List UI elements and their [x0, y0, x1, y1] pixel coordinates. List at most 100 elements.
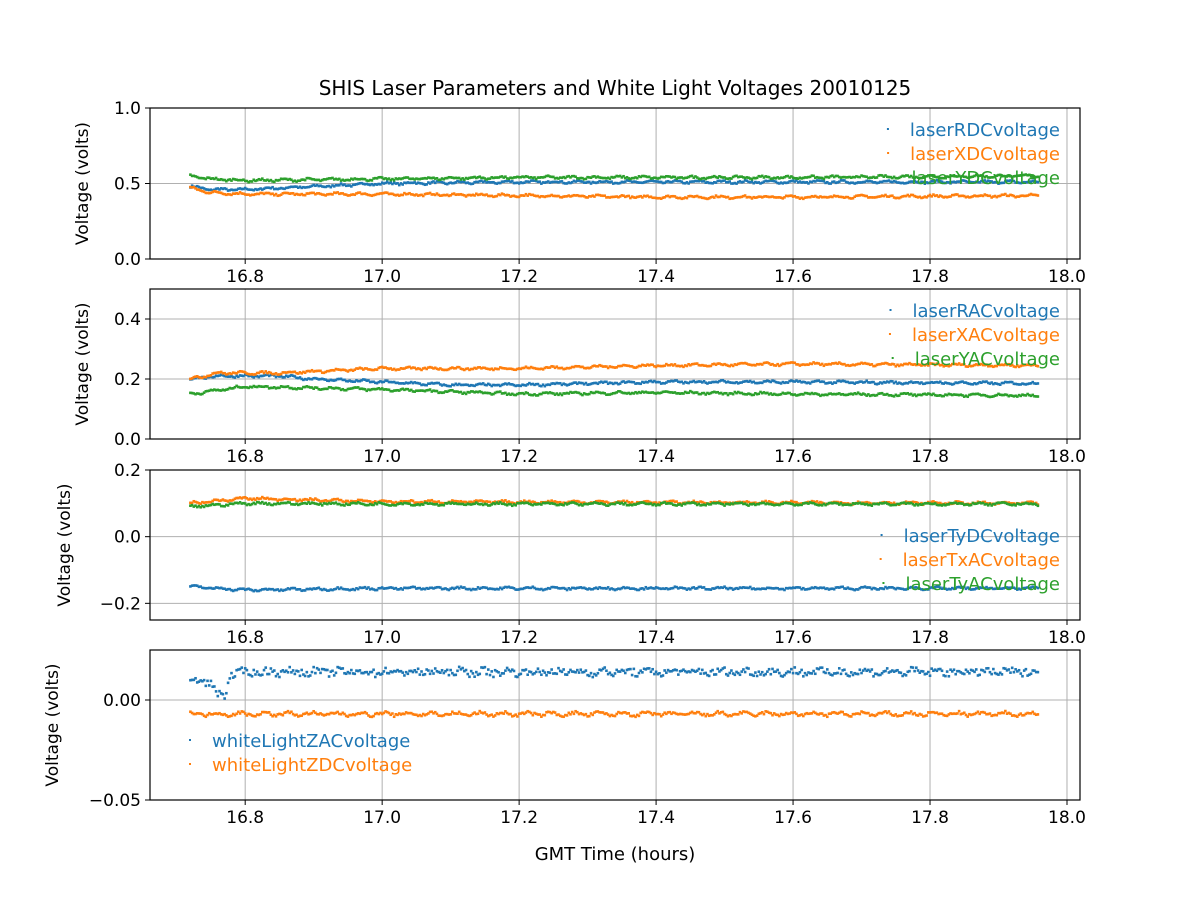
data-point	[959, 175, 963, 178]
data-point	[475, 670, 478, 674]
data-point	[524, 668, 528, 671]
data-point	[528, 499, 531, 503]
data-point	[793, 500, 797, 504]
data-point	[435, 180, 439, 183]
data-point	[642, 174, 646, 178]
data-point	[759, 362, 762, 366]
data-point	[493, 383, 497, 387]
data-point	[848, 175, 851, 179]
data-point	[452, 176, 456, 180]
data-point	[302, 193, 305, 197]
data-point	[687, 391, 690, 395]
data-point	[391, 177, 394, 181]
subplot-4: 16.8 17.0 17.2 17.4 17.6 17.8 18.0−0.050.00Vol…	[43, 649, 1086, 828]
data-point	[375, 588, 379, 592]
data-point	[849, 503, 853, 507]
data-point	[639, 181, 642, 184]
data-point	[901, 181, 904, 185]
data-point	[579, 668, 583, 672]
data-point	[327, 589, 331, 592]
data-point	[408, 586, 411, 590]
data-point	[493, 176, 497, 179]
data-point	[1014, 504, 1017, 507]
data-point	[298, 674, 302, 678]
data-point	[219, 586, 223, 590]
data-point	[500, 383, 504, 387]
data-point	[344, 672, 348, 676]
data-point	[1026, 194, 1029, 197]
data-point	[543, 588, 547, 591]
data-point	[254, 179, 257, 183]
data-point	[856, 502, 860, 505]
data-point	[538, 502, 541, 506]
data-point	[569, 181, 572, 185]
data-point	[519, 391, 523, 395]
data-point	[228, 677, 232, 680]
data-point	[428, 365, 432, 369]
data-point	[469, 503, 473, 506]
data-point	[550, 365, 553, 368]
data-point	[221, 388, 225, 392]
data-point	[514, 176, 517, 179]
data-point	[560, 180, 564, 183]
data-point	[505, 193, 509, 197]
data-point	[307, 369, 310, 373]
data-point	[844, 393, 848, 397]
data-point	[514, 503, 517, 507]
data-point	[817, 179, 821, 182]
data-point	[714, 181, 718, 184]
data-point	[391, 670, 394, 674]
data-point	[983, 363, 987, 367]
data-point	[243, 667, 247, 670]
data-point	[608, 588, 612, 591]
data-point	[576, 668, 579, 672]
data-point	[620, 668, 624, 672]
data-point	[754, 503, 757, 507]
data-point	[822, 502, 826, 506]
data-point	[483, 500, 487, 504]
data-point	[882, 501, 886, 505]
data-point	[201, 500, 204, 504]
data-point	[658, 196, 661, 200]
data-point	[724, 381, 728, 384]
data-point	[427, 176, 430, 179]
data-point	[411, 181, 415, 185]
data-point	[272, 497, 276, 501]
data-point	[437, 368, 440, 371]
data-point	[231, 589, 235, 593]
data-point	[252, 589, 256, 593]
data-point	[733, 181, 737, 185]
data-point	[605, 177, 608, 180]
data-point	[466, 367, 470, 370]
data-point	[690, 501, 694, 504]
data-point	[793, 194, 797, 198]
data-point	[663, 587, 666, 591]
data-point	[315, 666, 319, 670]
data-point	[480, 666, 483, 669]
data-point	[815, 503, 819, 507]
data-point	[600, 499, 603, 503]
data-point	[841, 392, 845, 396]
data-point	[764, 380, 767, 383]
data-point	[194, 392, 197, 396]
data-point	[978, 174, 981, 177]
data-point	[814, 180, 817, 183]
data-point	[464, 587, 468, 591]
data-point	[639, 364, 642, 368]
x-tick-label: 17.8	[911, 447, 949, 467]
data-point	[706, 391, 709, 395]
data-point	[320, 387, 324, 391]
data-point	[360, 387, 363, 390]
data-point	[242, 496, 245, 499]
data-point	[555, 672, 559, 676]
data-point	[872, 502, 875, 506]
data-point	[475, 180, 478, 184]
data-point	[261, 500, 264, 504]
data-point	[690, 380, 694, 384]
data-point	[600, 176, 603, 180]
data-point	[221, 374, 225, 377]
data-point	[199, 189, 202, 192]
data-point	[986, 395, 990, 398]
data-point	[531, 500, 535, 503]
data-point	[849, 392, 853, 396]
